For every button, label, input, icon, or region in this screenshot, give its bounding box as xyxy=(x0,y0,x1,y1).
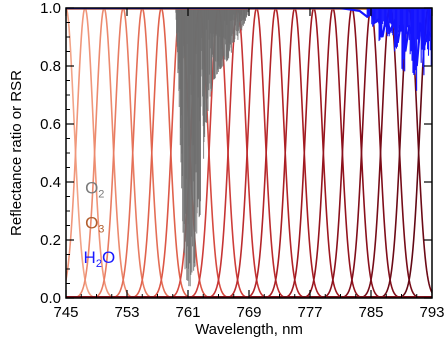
x-tick-label: 793 xyxy=(419,304,444,321)
x-tick-label: 745 xyxy=(53,304,78,321)
x-tick-label: 777 xyxy=(297,304,322,321)
y-tick-label: 0.6 xyxy=(40,116,61,133)
y-tick-label: 0.4 xyxy=(40,174,61,191)
y-tick-label: 1.0 xyxy=(40,0,61,17)
x-tick-label: 785 xyxy=(358,304,383,321)
y-tick-label: 0.8 xyxy=(40,58,61,75)
gas-annotation: H2O xyxy=(84,248,116,270)
x-tick-labels: 745 753 761 769 777 785 793 xyxy=(53,304,444,321)
y-axis-title: Reflectance ratio or RSR xyxy=(8,70,25,236)
x-tick-label: 753 xyxy=(114,304,139,321)
h2o-series xyxy=(66,8,432,91)
gas-annotation: O3 xyxy=(85,213,104,235)
x-tick-label: 761 xyxy=(175,304,200,321)
annotations: O2 O3 H2O xyxy=(84,179,116,271)
x-tick-label: 769 xyxy=(236,304,261,321)
y-tick-labels: 0.0 0.2 0.4 0.6 0.8 1.0 xyxy=(40,0,61,307)
x-axis-title: Wavelength, nm xyxy=(195,321,303,338)
axis-ticks xyxy=(65,7,433,299)
gas-annotation: O2 xyxy=(85,179,104,201)
plot-frame xyxy=(65,7,433,299)
y-tick-label: 0.0 xyxy=(40,290,61,307)
y-tick-label: 0.2 xyxy=(40,232,61,249)
o2-series xyxy=(66,8,432,287)
